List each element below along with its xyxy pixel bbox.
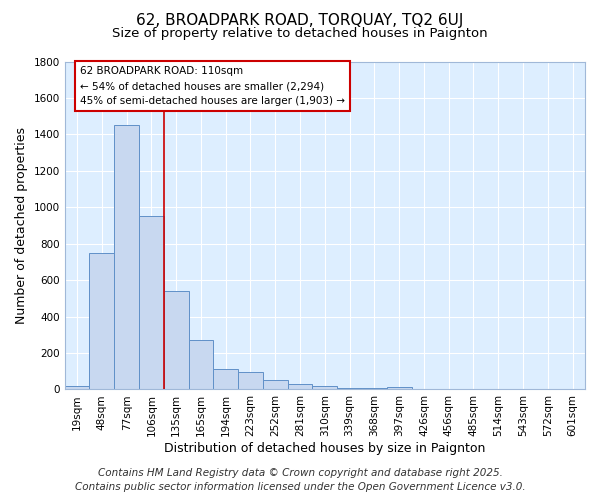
- Bar: [337, 388, 362, 390]
- Bar: [436, 388, 461, 390]
- X-axis label: Distribution of detached houses by size in Paignton: Distribution of detached houses by size …: [164, 442, 485, 455]
- Text: 62, BROADPARK ROAD, TORQUAY, TQ2 6UJ: 62, BROADPARK ROAD, TORQUAY, TQ2 6UJ: [136, 12, 464, 28]
- Bar: [287, 384, 313, 390]
- Bar: [486, 389, 511, 390]
- Bar: [89, 253, 114, 390]
- Bar: [387, 388, 412, 390]
- Bar: [214, 370, 238, 390]
- Bar: [461, 388, 486, 390]
- Text: Size of property relative to detached houses in Paignton: Size of property relative to detached ho…: [112, 28, 488, 40]
- Text: Contains HM Land Registry data © Crown copyright and database right 2025.
Contai: Contains HM Land Registry data © Crown c…: [74, 468, 526, 492]
- Text: 62 BROADPARK ROAD: 110sqm
← 54% of detached houses are smaller (2,294)
45% of se: 62 BROADPARK ROAD: 110sqm ← 54% of detac…: [80, 66, 345, 106]
- Bar: [263, 380, 287, 390]
- Bar: [65, 386, 89, 390]
- Bar: [139, 216, 164, 390]
- Bar: [188, 340, 214, 390]
- Bar: [313, 386, 337, 390]
- Bar: [362, 388, 387, 390]
- Bar: [412, 388, 436, 390]
- Bar: [114, 126, 139, 390]
- Y-axis label: Number of detached properties: Number of detached properties: [15, 127, 28, 324]
- Bar: [238, 372, 263, 390]
- Bar: [164, 291, 188, 390]
